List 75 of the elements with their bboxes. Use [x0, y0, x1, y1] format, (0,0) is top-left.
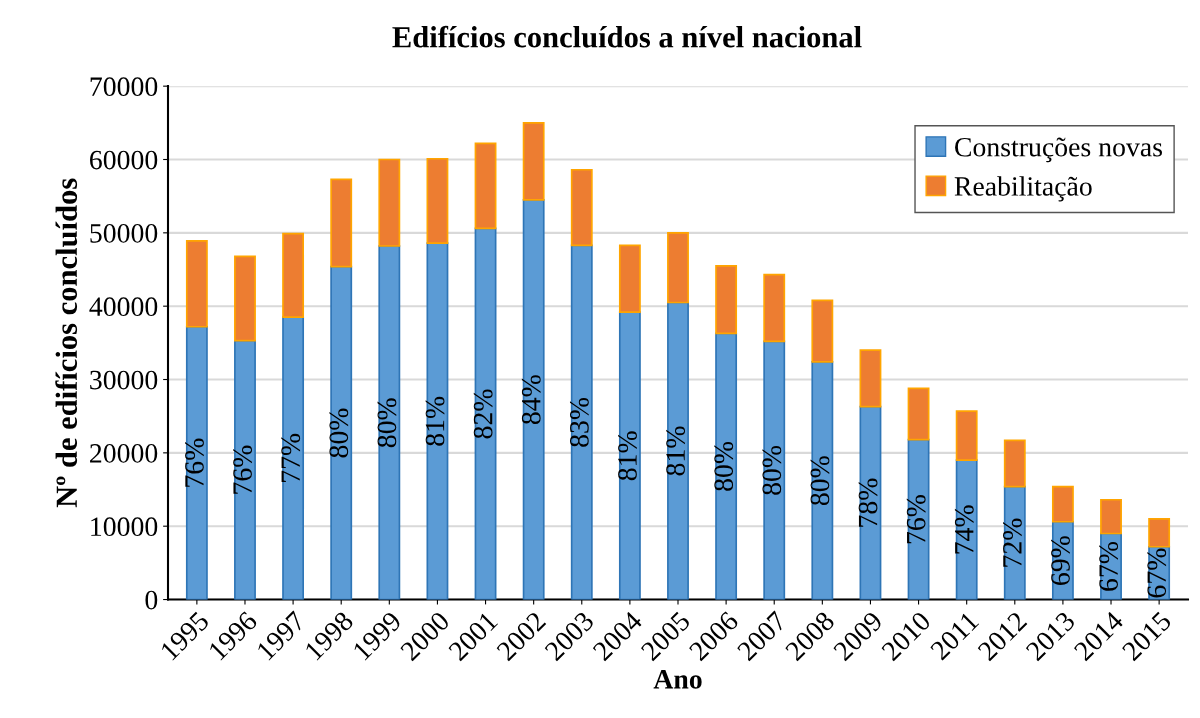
annotation: 80%	[810, 456, 830, 506]
bar	[907, 438, 930, 600]
bar	[185, 325, 208, 600]
x-tick-label: 2011	[929, 611, 980, 661]
bar	[570, 168, 593, 247]
bar	[618, 244, 641, 313]
annotation: 76%	[233, 445, 253, 494]
bar	[330, 265, 353, 600]
bar	[763, 273, 786, 343]
annotation: 80%	[762, 445, 782, 495]
bar	[522, 198, 545, 600]
annotation: 67%	[1147, 548, 1167, 598]
y-tick-label: 50000	[90, 224, 158, 243]
bar	[1148, 518, 1171, 548]
annotation: 76%	[185, 438, 204, 487]
bar	[811, 361, 834, 600]
bar	[185, 240, 208, 328]
bar	[522, 121, 545, 201]
bar	[1003, 439, 1026, 488]
bar	[378, 158, 401, 247]
bar	[1003, 485, 1026, 600]
annotation: 81%	[666, 426, 686, 476]
bar	[907, 387, 930, 441]
bar	[426, 157, 449, 244]
annotation: 80%	[329, 408, 349, 458]
bar	[811, 299, 834, 363]
y-tick-label: 0	[145, 590, 158, 610]
annotation: 78%	[858, 478, 878, 527]
bar	[715, 332, 738, 600]
bar	[282, 232, 305, 319]
x-tick-label: 2001	[447, 611, 499, 662]
bar	[426, 242, 449, 600]
bar	[1100, 498, 1122, 535]
legend-label: Construções novas	[955, 137, 1162, 163]
bar	[282, 316, 305, 600]
annotation: 83%	[569, 397, 589, 447]
annotation: 77%	[281, 433, 301, 482]
annotation: 67%	[1099, 542, 1119, 591]
annotation: 72%	[1003, 518, 1022, 567]
annotation: 69%	[1051, 536, 1070, 585]
bar	[378, 245, 401, 600]
y-tick-label: 10000	[91, 517, 158, 537]
y-tick-label: 20000	[90, 444, 158, 463]
bar	[474, 227, 497, 600]
bar	[955, 410, 978, 462]
annotation: 80%	[714, 441, 734, 491]
bar	[763, 340, 786, 600]
bar	[234, 339, 256, 600]
bar	[618, 311, 641, 600]
bar	[667, 232, 689, 304]
bar	[330, 178, 353, 268]
bar	[955, 459, 978, 600]
annotation: 81%	[618, 431, 637, 481]
bar	[859, 349, 882, 408]
y-axis-title: Nº de edifícios concluídos	[55, 178, 78, 508]
bar	[859, 405, 882, 600]
bar	[474, 142, 497, 230]
x-axis-title: Ano	[653, 670, 702, 689]
bar	[234, 255, 256, 342]
annotation: 84%	[521, 375, 541, 425]
annotation: 82%	[473, 389, 493, 439]
y-tick-label: 60000	[90, 150, 158, 170]
annotation: 80%	[377, 398, 397, 448]
bar	[715, 265, 738, 335]
annotation: 81%	[425, 396, 445, 446]
y-tick-label: 70000	[90, 77, 158, 97]
bar	[667, 301, 689, 600]
y-tick-label: 40000	[89, 297, 158, 317]
chart-title: Edifícios concluídos a nível nacional	[392, 25, 862, 48]
annotation: 74%	[954, 505, 974, 554]
legend-label: Reabilitação	[954, 176, 1092, 202]
bar	[1051, 485, 1074, 523]
annotation: 76%	[906, 495, 926, 544]
bar	[570, 244, 593, 600]
y-tick-label: 30000	[90, 370, 158, 390]
